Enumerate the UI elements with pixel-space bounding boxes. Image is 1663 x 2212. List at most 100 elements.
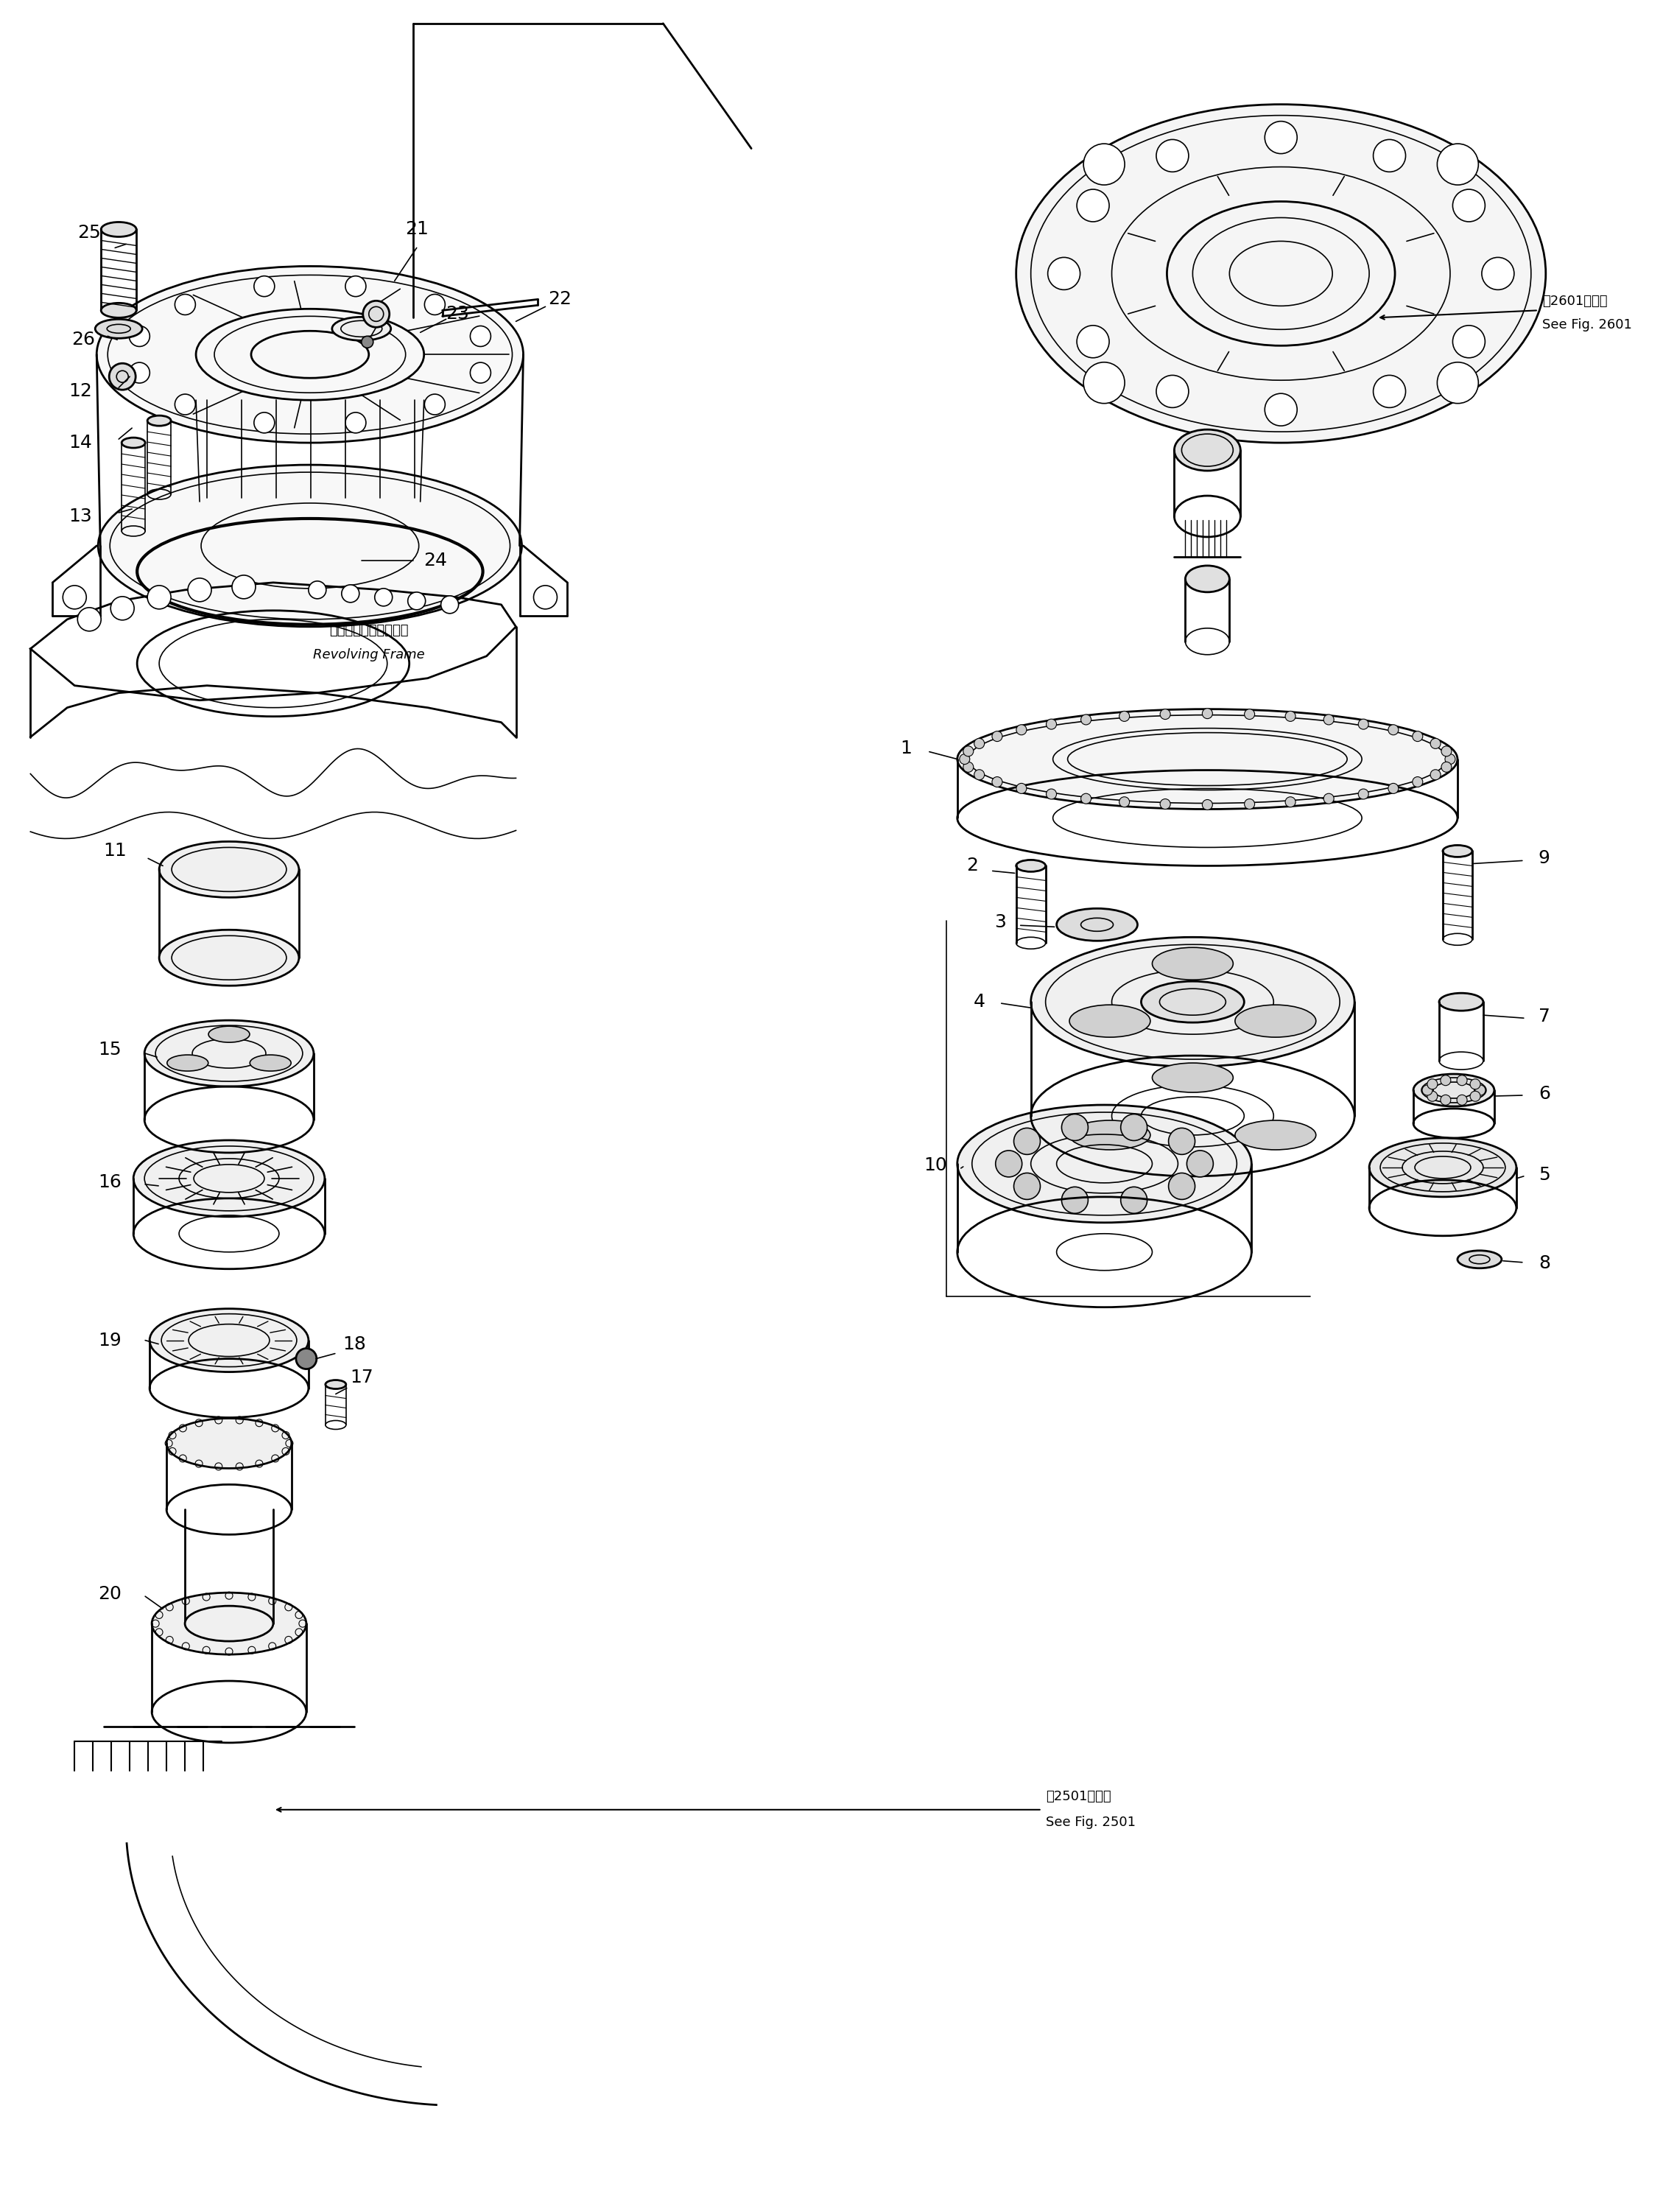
Circle shape — [1014, 1128, 1041, 1155]
Circle shape — [233, 575, 256, 599]
Ellipse shape — [160, 929, 299, 987]
Ellipse shape — [1069, 1004, 1151, 1037]
Text: 1: 1 — [900, 739, 911, 757]
Circle shape — [975, 770, 984, 781]
Circle shape — [1422, 1086, 1432, 1095]
Circle shape — [111, 597, 135, 619]
Text: See Fig. 2501: See Fig. 2501 — [1046, 1816, 1136, 1829]
Ellipse shape — [1457, 1250, 1502, 1267]
Ellipse shape — [1016, 104, 1545, 442]
Ellipse shape — [160, 841, 299, 898]
Ellipse shape — [151, 1593, 306, 1655]
Circle shape — [1187, 1150, 1214, 1177]
Circle shape — [1482, 257, 1513, 290]
Text: 20: 20 — [98, 1586, 121, 1604]
Circle shape — [407, 593, 426, 611]
Circle shape — [130, 363, 150, 383]
Circle shape — [296, 1349, 316, 1369]
Text: 22: 22 — [549, 290, 572, 307]
Circle shape — [175, 294, 196, 314]
Circle shape — [1457, 1095, 1467, 1106]
Circle shape — [1359, 719, 1369, 730]
Circle shape — [1389, 726, 1399, 734]
Ellipse shape — [95, 319, 143, 338]
Circle shape — [361, 336, 373, 347]
Circle shape — [254, 276, 274, 296]
Circle shape — [1437, 144, 1478, 186]
Circle shape — [254, 411, 274, 434]
Circle shape — [1084, 363, 1124, 403]
Text: Revolving Frame: Revolving Frame — [313, 648, 424, 661]
Circle shape — [975, 739, 984, 748]
Text: 6: 6 — [1538, 1086, 1550, 1104]
Circle shape — [1440, 1075, 1450, 1086]
Circle shape — [1084, 144, 1124, 186]
Circle shape — [441, 595, 459, 613]
Circle shape — [424, 394, 446, 414]
Ellipse shape — [1031, 938, 1354, 1066]
Circle shape — [1119, 710, 1129, 721]
Ellipse shape — [1369, 1137, 1517, 1197]
Ellipse shape — [1186, 566, 1229, 593]
Ellipse shape — [1141, 982, 1244, 1022]
Text: 5: 5 — [1538, 1166, 1550, 1183]
Circle shape — [1412, 776, 1424, 787]
Ellipse shape — [166, 1055, 208, 1071]
Circle shape — [175, 394, 196, 414]
Circle shape — [1016, 726, 1026, 734]
Circle shape — [1046, 719, 1056, 730]
Ellipse shape — [1443, 845, 1472, 856]
Text: 第2601図参照: 第2601図参照 — [1542, 294, 1606, 307]
Circle shape — [363, 301, 389, 327]
Circle shape — [993, 732, 1003, 741]
Ellipse shape — [166, 1418, 291, 1469]
Ellipse shape — [101, 221, 136, 237]
Circle shape — [188, 577, 211, 602]
Ellipse shape — [958, 710, 1457, 810]
Text: 7: 7 — [1538, 1009, 1550, 1026]
Circle shape — [374, 588, 392, 606]
Text: 11: 11 — [103, 843, 126, 860]
Ellipse shape — [1016, 860, 1046, 872]
Circle shape — [1078, 190, 1109, 221]
Text: 18: 18 — [343, 1336, 366, 1354]
Text: 17: 17 — [349, 1369, 373, 1387]
Circle shape — [63, 586, 86, 608]
Circle shape — [1156, 376, 1189, 407]
Circle shape — [963, 745, 973, 757]
Text: 8: 8 — [1538, 1254, 1550, 1272]
Circle shape — [1442, 761, 1452, 772]
Ellipse shape — [148, 416, 171, 427]
Ellipse shape — [958, 1106, 1252, 1223]
Circle shape — [1430, 739, 1440, 748]
Circle shape — [1374, 376, 1405, 407]
Circle shape — [346, 276, 366, 296]
Circle shape — [1440, 1095, 1450, 1106]
Ellipse shape — [249, 1055, 291, 1071]
Circle shape — [1121, 1188, 1147, 1214]
Ellipse shape — [150, 1310, 309, 1371]
Circle shape — [1046, 790, 1056, 799]
Text: 23: 23 — [446, 305, 469, 323]
Circle shape — [993, 776, 1003, 787]
Circle shape — [1266, 394, 1297, 427]
Circle shape — [110, 363, 136, 389]
Circle shape — [1359, 790, 1369, 799]
Text: 13: 13 — [68, 507, 91, 524]
Circle shape — [1078, 325, 1109, 358]
Circle shape — [1453, 190, 1485, 221]
Ellipse shape — [1152, 1064, 1234, 1093]
Circle shape — [534, 586, 557, 608]
Circle shape — [1374, 139, 1405, 173]
Text: 25: 25 — [78, 223, 101, 241]
Circle shape — [1285, 796, 1295, 807]
Ellipse shape — [1152, 947, 1234, 980]
Text: 19: 19 — [98, 1332, 121, 1349]
Circle shape — [1169, 1172, 1196, 1199]
Circle shape — [346, 411, 366, 434]
Circle shape — [309, 582, 326, 599]
Ellipse shape — [96, 265, 524, 442]
Text: 21: 21 — [404, 221, 429, 239]
Circle shape — [1285, 710, 1295, 721]
Circle shape — [1389, 783, 1399, 794]
